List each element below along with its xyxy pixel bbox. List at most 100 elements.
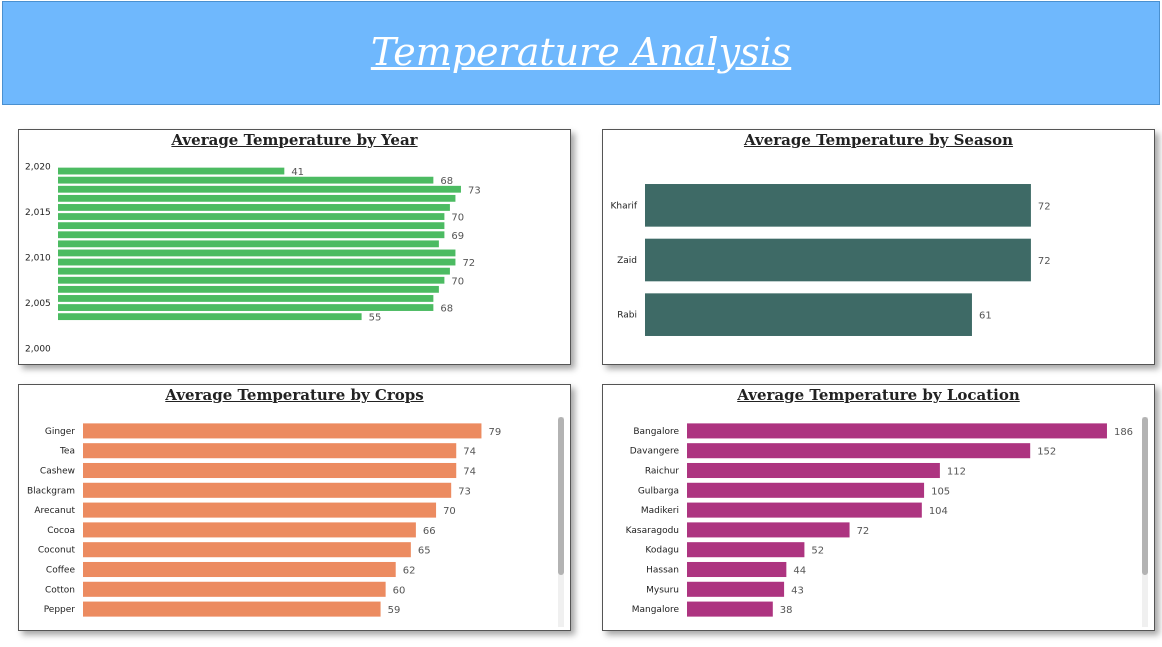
year-bar[interactable] <box>58 240 439 248</box>
location-bar[interactable] <box>687 561 787 578</box>
year-bar[interactable] <box>58 231 445 239</box>
crops-data-label: 73 <box>458 486 471 497</box>
crops-data-label: 62 <box>403 566 416 577</box>
location-bar[interactable] <box>687 581 785 597</box>
crops-category-label: Cocoa <box>47 526 75 536</box>
location-category-label: Davangere <box>630 447 680 457</box>
crops-data-label: 74 <box>463 467 476 478</box>
crops-scrollbar-thumb[interactable] <box>558 417 564 575</box>
year-axis-tick: 2,000 <box>25 345 51 355</box>
crops-chart-title: Average Temperature by Crops <box>165 386 424 404</box>
crops-data-label: 59 <box>388 605 401 616</box>
season-bar[interactable] <box>645 238 1031 282</box>
location-data-label: 104 <box>929 506 948 517</box>
location-data-label: 112 <box>947 467 966 478</box>
year-bar[interactable] <box>58 204 450 211</box>
crops-bar[interactable] <box>83 423 482 439</box>
year-axis-tick: 2,005 <box>25 299 51 309</box>
crops-data-label: 65 <box>418 546 431 557</box>
location-data-label: 186 <box>1114 427 1133 438</box>
crops-category-label: Arecanut <box>34 506 75 516</box>
crops-category-label: Coffee <box>46 566 76 576</box>
page-title: Temperature Analysis <box>370 30 792 74</box>
crops-bar[interactable] <box>83 601 381 617</box>
season-category-label: Kharif <box>611 201 638 211</box>
crops-scrollbar[interactable] <box>558 417 564 627</box>
year-chart-title: Average Temperature by Year <box>171 131 418 149</box>
year-bar[interactable] <box>58 304 434 311</box>
year-data-label: 69 <box>451 231 464 242</box>
season-category-label: Rabi <box>617 311 637 321</box>
crops-category-label: Cotton <box>45 585 75 595</box>
crops-data-label: 79 <box>488 427 501 438</box>
location-bar[interactable] <box>687 443 1031 459</box>
location-chart-title: Average Temperature by Location <box>737 386 1020 404</box>
season-chart-panel[interactable]: Average Temperature by Season Kharif 72 Za… <box>602 129 1155 365</box>
year-data-label: 41 <box>291 167 304 178</box>
year-bar[interactable] <box>58 176 434 184</box>
location-category-label: Kasaragodu <box>626 526 679 536</box>
crops-data-label: 74 <box>463 447 476 458</box>
year-data-label: 68 <box>440 304 453 315</box>
location-category-label: Gulbarga <box>638 486 679 496</box>
location-bar[interactable] <box>687 462 940 479</box>
year-chart-panel[interactable]: Average Temperature by Year 2,020 2,015 2,… <box>18 129 571 365</box>
crops-data-label: 66 <box>423 526 436 537</box>
year-bar[interactable] <box>58 313 362 321</box>
season-bar[interactable] <box>645 293 972 336</box>
location-category-label: Raichur <box>645 467 679 477</box>
crops-bar[interactable] <box>83 462 457 479</box>
year-data-label: 55 <box>369 313 382 324</box>
year-data-label: 72 <box>462 258 475 269</box>
season-bar[interactable] <box>645 184 1031 227</box>
crops-bar[interactable] <box>83 443 457 459</box>
season-data-label: 72 <box>1038 256 1051 267</box>
year-bar[interactable] <box>58 295 434 302</box>
crops-chart-panel[interactable]: Average Temperature by Crops Ginger 79 Tea… <box>18 384 571 631</box>
location-scrollbar[interactable] <box>1142 417 1148 627</box>
location-bar[interactable] <box>687 522 850 538</box>
location-category-label: Hassan <box>646 566 679 576</box>
year-bar[interactable] <box>58 194 456 202</box>
year-bar[interactable] <box>58 222 445 230</box>
crops-bar[interactable] <box>83 581 386 597</box>
crops-data-label: 70 <box>443 506 456 517</box>
crops-bar[interactable] <box>83 482 452 498</box>
location-bar[interactable] <box>687 502 922 518</box>
location-bar[interactable] <box>687 482 925 498</box>
location-category-label: Mysuru <box>646 585 679 595</box>
location-bar[interactable] <box>687 601 773 617</box>
location-chart-panel[interactable]: Average Temperature by Location Bangalor… <box>602 384 1155 631</box>
location-data-label: 44 <box>793 566 806 577</box>
location-scrollbar-thumb[interactable] <box>1142 417 1148 575</box>
crops-category-label: Blackgram <box>27 486 75 496</box>
header-banner: Temperature Analysis <box>2 1 1160 105</box>
crops-bar[interactable] <box>83 502 437 518</box>
location-data-label: 152 <box>1037 447 1056 458</box>
year-bar[interactable] <box>58 258 456 266</box>
crops-bar[interactable] <box>83 522 416 538</box>
year-bar[interactable] <box>58 285 439 293</box>
location-data-label: 38 <box>780 605 793 616</box>
year-bar[interactable] <box>58 276 445 284</box>
season-data-label: 72 <box>1038 201 1051 212</box>
crops-bar[interactable] <box>83 561 396 578</box>
location-category-label: Kodagu <box>645 546 679 556</box>
year-data-label: 70 <box>451 213 464 224</box>
location-bar[interactable] <box>687 542 805 558</box>
location-data-label: 72 <box>857 526 870 537</box>
crops-bar[interactable] <box>83 542 411 558</box>
location-category-label: Mangalore <box>632 605 680 615</box>
location-bar-chart: Bangalore 186 Davangere 152 Raichur 112 Gulbar… <box>626 423 1133 617</box>
year-data-label: 68 <box>440 176 453 187</box>
location-bar[interactable] <box>687 423 1107 439</box>
location-data-label: 43 <box>791 585 804 596</box>
year-bar[interactable] <box>58 213 445 220</box>
year-bar[interactable] <box>58 249 456 257</box>
location-data-label: 105 <box>931 486 950 497</box>
crops-bar-chart: Ginger 79 Tea 74 Cashew 74 Blackgram 73 Arecanut… <box>27 423 501 617</box>
year-bar[interactable] <box>58 267 450 275</box>
year-bar[interactable] <box>58 167 285 175</box>
year-bar[interactable] <box>58 185 461 193</box>
year-data-label: 70 <box>451 276 464 287</box>
